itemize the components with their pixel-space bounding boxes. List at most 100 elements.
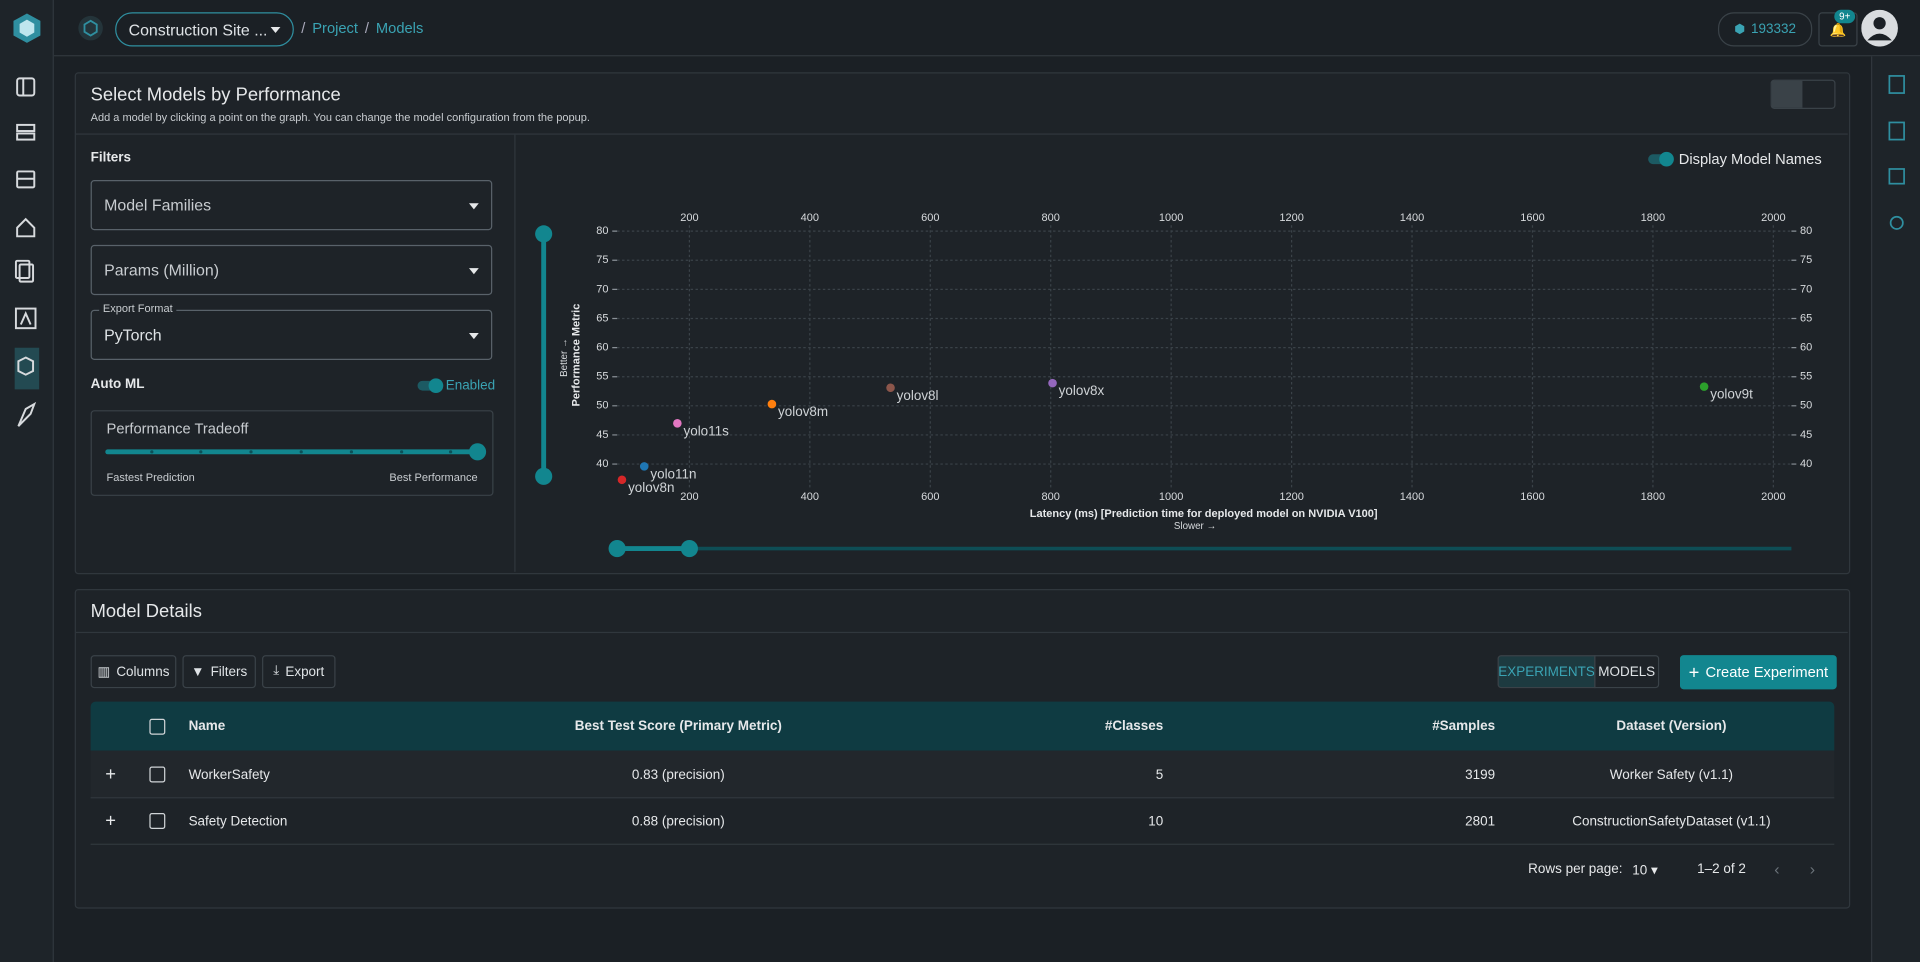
automl-state: Enabled <box>445 378 496 394</box>
experiments-tab[interactable]: EXPERIMENTS <box>1497 655 1596 689</box>
y-tick-label: 55 <box>596 371 608 383</box>
table-row <box>90 750 1835 799</box>
automl-toggle[interactable] <box>416 377 445 394</box>
expand-button[interactable]: + <box>105 810 117 832</box>
grid-view[interactable] <box>1771 80 1803 108</box>
x-tick-label: 400 <box>801 212 819 224</box>
rows-per-page-select[interactable]: 10 ▾ <box>1632 863 1658 878</box>
table-row <box>90 797 1835 845</box>
next-page[interactable]: › <box>1809 859 1816 878</box>
data-point <box>639 462 649 471</box>
automl-label: Auto ML <box>90 377 145 392</box>
rows-per-page-value: 10 <box>1632 863 1648 878</box>
column-header: #Classes <box>1104 718 1164 734</box>
slider-handle[interactable] <box>535 225 553 243</box>
tradeoff-slider[interactable] <box>103 441 490 463</box>
right-sidebar <box>1871 56 1920 962</box>
details-title: Model Details <box>90 601 202 623</box>
project-select[interactable]: Construction Site ... <box>115 12 294 47</box>
button-label: Export <box>285 664 325 679</box>
table-cell: 3199 <box>1465 767 1496 783</box>
select-legend: Export Format <box>99 302 177 315</box>
x-tick-label: 1200 <box>1279 212 1304 224</box>
point-label: yolo11s <box>683 423 729 438</box>
slider-handle[interactable] <box>680 540 698 558</box>
slider-handle[interactable] <box>535 467 553 485</box>
table-cell: 5 <box>1155 767 1164 783</box>
data-point <box>1699 382 1709 391</box>
columns-button[interactable]: ▥ Columns <box>90 655 177 689</box>
nav-icons[interactable] <box>14 76 40 443</box>
column-header: Name <box>188 718 226 734</box>
panel-title: Select Models by Performance <box>90 84 341 106</box>
create-experiment-button[interactable]: + Create Experiment <box>1680 655 1837 690</box>
table-cell: 2801 <box>1465 814 1496 829</box>
point-label: yolo11n <box>650 467 696 482</box>
filters-button[interactable]: ▼ Filters <box>182 655 256 689</box>
data-point <box>673 419 682 428</box>
table-cell: 0.88 (precision) <box>631 814 725 829</box>
x-tick-label: 200 <box>680 491 698 503</box>
row-checkbox[interactable] <box>149 813 166 829</box>
credits[interactable]: ⬢ 193332 <box>1717 12 1813 47</box>
y-tick-label: 50 <box>1800 400 1812 412</box>
data-point <box>767 399 777 409</box>
separator: / <box>301 19 306 37</box>
select-all-checkbox[interactable] <box>149 718 166 735</box>
y-tick-label: 80 <box>596 225 608 237</box>
tradeoff-title: Performance Tradeoff <box>106 420 249 438</box>
export-button[interactable]: ⤓ Export <box>262 655 336 689</box>
column-header: Best Test Score (Primary Metric) <box>574 718 782 734</box>
x-tick-label: 1800 <box>1641 491 1666 503</box>
right-icons[interactable] <box>1887 73 1907 238</box>
y-tick-label: 75 <box>596 254 608 266</box>
column-header: #Samples <box>1432 718 1496 734</box>
x-tick-label: 600 <box>921 491 939 503</box>
x-tick-label: 1000 <box>1159 212 1184 224</box>
select-label: Model Families <box>104 195 212 215</box>
expand-button[interactable]: + <box>105 764 117 785</box>
tradeoff-min: Fastest Prediction <box>106 471 195 484</box>
point-label: yolov8m <box>778 404 828 419</box>
data-point <box>617 475 627 485</box>
breadcrumb-link[interactable]: Project <box>312 19 358 37</box>
names-toggle[interactable] <box>1647 151 1676 168</box>
table-cell: 0.83 (precision) <box>631 767 725 783</box>
plot: 200 200 400 400 600 600 800 800 1000 1000 1200 1200… <box>535 212 1812 558</box>
avatar[interactable] <box>1861 9 1898 47</box>
y-tick-label: 80 <box>1800 225 1812 237</box>
slider-handle[interactable] <box>608 540 626 558</box>
x-tick-label: 2000 <box>1761 212 1786 224</box>
row-checkbox[interactable] <box>149 766 166 783</box>
x-tick-label: 800 <box>1042 491 1060 503</box>
model-families-select[interactable]: Model Families <box>90 180 493 231</box>
export-format-select[interactable]: PyTorch <box>90 309 493 361</box>
view-toggle[interactable] <box>1770 79 1836 109</box>
divider <box>514 134 516 572</box>
y-tick-label: 65 <box>596 312 608 324</box>
params-select[interactable]: Params (Million) <box>90 244 493 296</box>
x-tick-label: 1600 <box>1520 491 1545 503</box>
select-value: PyTorch <box>104 325 162 345</box>
table-header <box>90 701 1835 751</box>
models-tab[interactable]: MODELS <box>1594 655 1660 689</box>
page-range: 1–2 of 2 <box>1697 862 1746 877</box>
separator: / <box>364 19 369 37</box>
top-bar <box>53 0 1920 57</box>
x-tick-label: 400 <box>801 491 819 503</box>
y-tick-label: 70 <box>1800 283 1812 295</box>
x-tick-label: 200 <box>680 212 698 224</box>
names-toggle-label: Display Model Names <box>1678 150 1822 168</box>
button-label: Columns <box>116 664 170 679</box>
y-tick-label: 65 <box>1800 312 1812 324</box>
logo <box>13 13 41 43</box>
rows-per-page-label: Rows per page: <box>1528 862 1623 877</box>
table-cell: ConstructionSafetyDataset (v1.1) <box>1572 814 1771 829</box>
table-cell: WorkerSafety <box>188 767 270 783</box>
divider <box>75 631 1848 634</box>
prev-page[interactable]: ‹ <box>1774 859 1780 878</box>
point-label: yolov8n <box>628 480 674 495</box>
breadcrumb-link[interactable]: Models <box>375 19 424 37</box>
x-tick-label: 1400 <box>1400 491 1425 503</box>
